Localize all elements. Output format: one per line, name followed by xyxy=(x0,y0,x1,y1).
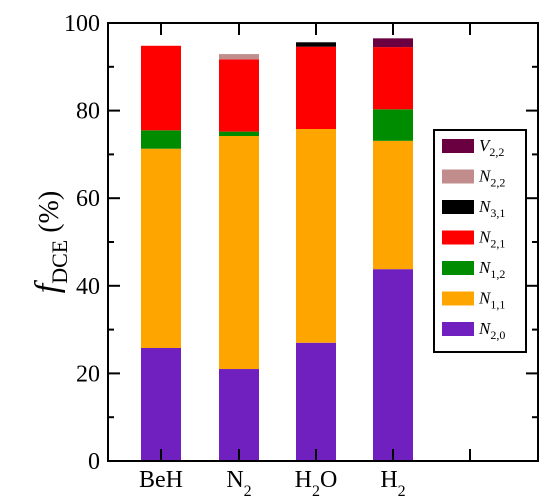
legend-swatch xyxy=(442,261,474,275)
bar-segment-3-2 xyxy=(373,109,413,141)
legend-swatch xyxy=(442,139,474,153)
legend-label: V2,2 xyxy=(479,136,504,159)
bar-segment-0-1 xyxy=(141,148,181,348)
legend-swatch xyxy=(442,169,474,184)
bar-segment-3-6 xyxy=(373,38,413,48)
bar-segment-0-3 xyxy=(141,45,181,131)
bars-layer xyxy=(141,38,413,461)
x-tick-label: BeH xyxy=(139,467,183,493)
bar-segment-0-0 xyxy=(141,347,181,461)
y-tick-label: 0 xyxy=(88,449,100,475)
legend-label: N2,0 xyxy=(478,319,505,342)
bar-segment-1-5 xyxy=(219,54,259,60)
x-tick-label: H2O xyxy=(295,467,338,499)
legend-label: N1,1 xyxy=(478,289,505,312)
y-axis-label: fDCE (%) xyxy=(29,191,72,293)
legend-label: N2,1 xyxy=(478,228,505,251)
bar-segment-0-2 xyxy=(141,130,181,149)
bar-segment-1-0 xyxy=(219,369,259,461)
y-tick-label: 60 xyxy=(76,186,100,212)
legend-label: N3,1 xyxy=(478,197,505,220)
legend-label: N1,2 xyxy=(478,258,505,281)
bar-segment-2-3 xyxy=(296,46,336,129)
y-tick-label: 40 xyxy=(76,274,100,300)
bar-segment-1-3 xyxy=(219,59,259,132)
y-tick-label: 80 xyxy=(76,99,100,125)
legend-swatch xyxy=(442,322,474,336)
legend-label: N2,2 xyxy=(478,167,505,190)
bar-segment-2-4 xyxy=(296,42,336,47)
x-tick-label: N2 xyxy=(226,467,251,499)
legend-swatch xyxy=(442,200,474,214)
bar-segment-2-1 xyxy=(296,128,336,343)
legend-swatch xyxy=(442,291,474,306)
legend-swatch xyxy=(442,230,474,245)
bar-segment-3-3 xyxy=(373,47,413,110)
bar-segment-1-1 xyxy=(219,136,259,370)
y-tick-label: 100 xyxy=(64,11,100,37)
axes-layer: 0 20 40 60 80 100 BeH N2 H2O H2 xyxy=(64,11,539,499)
bar-segment-2-0 xyxy=(296,342,336,461)
x-tick-label: H2 xyxy=(380,467,405,499)
legend: V2,2 N2,2 N3,1 N2,1 N1,2 N1,1 N2,0 xyxy=(433,129,527,353)
bar-segment-3-1 xyxy=(373,140,413,270)
y-axis-label-text: fDCE (%) xyxy=(29,191,72,293)
y-tick-label: 20 xyxy=(76,361,100,387)
bar-segment-3-0 xyxy=(373,269,413,461)
bar-segment-1-2 xyxy=(219,131,259,137)
